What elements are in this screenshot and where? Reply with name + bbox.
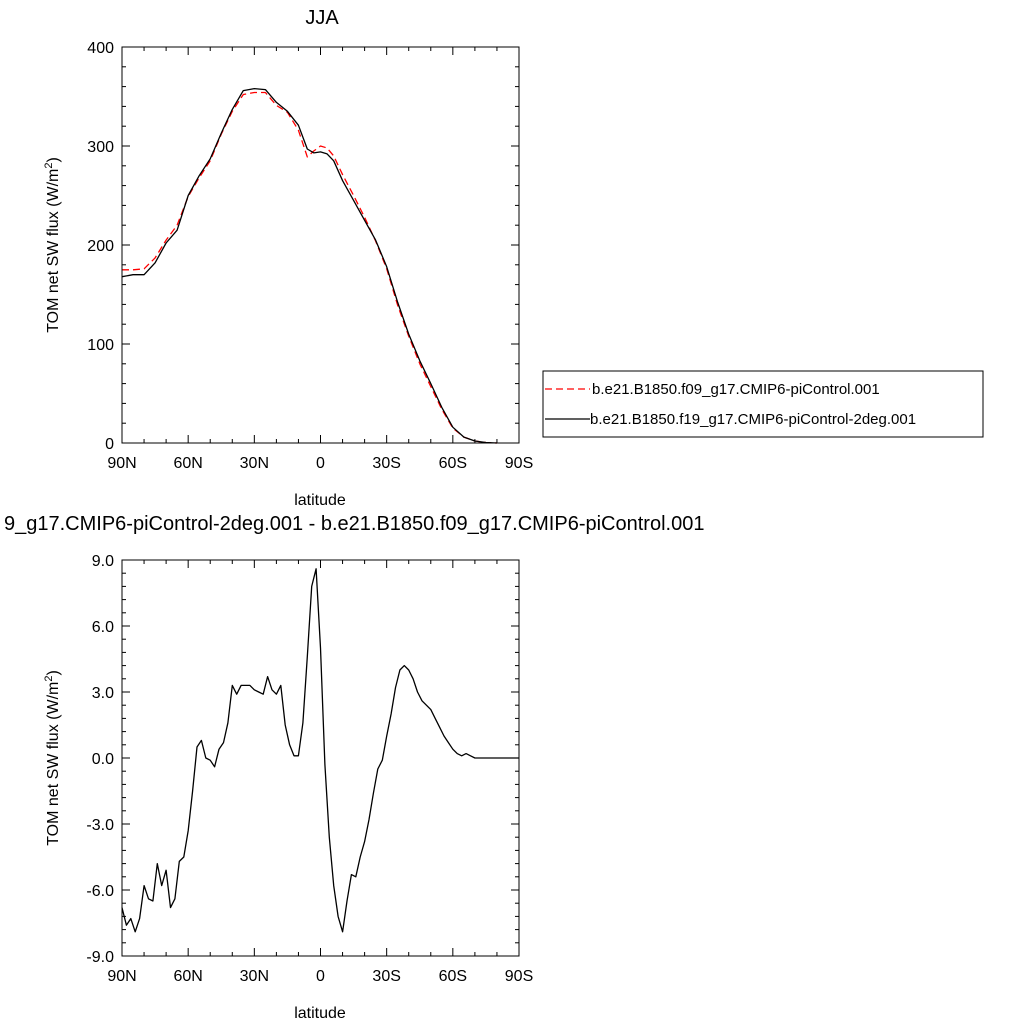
top-plot-ytick-label: 200 xyxy=(87,238,114,255)
top-plot-xtick-label: 60S xyxy=(439,455,467,472)
top-plot-xtick-label: 30S xyxy=(372,455,400,472)
top-plot-ylabel-superscript: 2 xyxy=(43,163,55,169)
top-plot-title: JJA xyxy=(305,7,339,29)
top-plot-ylabel-close: ) xyxy=(45,157,62,162)
bottom-plot-ytick-label: 6.0 xyxy=(92,619,114,636)
top-plot-xtick-label: 30N xyxy=(240,455,269,472)
bottom-plot-xtick-label: 30N xyxy=(240,968,269,985)
bottom-plot-frame xyxy=(121,559,520,957)
top-plot: JJA 0 100 200 300 400 90N 60N 30N 0 30S 60S 90S lat… xyxy=(43,7,533,509)
bottom-plot-xlabel: latitude xyxy=(294,1005,346,1022)
bottom-plot-ytick-label: 9.0 xyxy=(92,553,114,570)
bottom-plot-xtick-label: 0 xyxy=(316,968,325,985)
bottom-plot-ylabel-close: ) xyxy=(45,670,62,675)
top-plot-xtick-label: 60N xyxy=(173,455,202,472)
bottom-plot-ytick-label: -9.0 xyxy=(86,949,114,966)
top-plot-frame xyxy=(121,46,520,444)
top-plot-series-layer xyxy=(121,87,497,444)
top-plot-ytick-label: 100 xyxy=(87,337,114,354)
top-plot-ytick-label: 400 xyxy=(87,40,114,57)
bottom-plot-title: 9_g17.CMIP6-piControl-2deg.001 - b.e21.B… xyxy=(4,513,704,535)
legend-label-series-1: b.e21.B1850.f09_g17.CMIP6-piControl.001 xyxy=(592,381,880,398)
bottom-plot-xtick-label: 60N xyxy=(173,968,202,985)
bottom-plot-ylabel-superscript: 2 xyxy=(43,676,55,682)
bottom-plot-xtick-label: 90N xyxy=(107,968,136,985)
top-plot-xtick-label: 90N xyxy=(107,455,136,472)
top-plot-ytick-label: 0 xyxy=(105,436,114,453)
top-plot-ticks: 0 100 200 300 400 90N 60N 30N 0 30S 60S 90S xyxy=(87,40,533,472)
bottom-plot-ytick-label: 0.0 xyxy=(92,751,114,768)
bottom-plot-ytick-label: -3.0 xyxy=(86,817,114,834)
bottom-plot-series-layer xyxy=(121,568,519,933)
legend: b.e21.B1850.f09_g17.CMIP6-piControl.001 … xyxy=(542,370,984,438)
bottom-plot-series-line-1 xyxy=(121,568,519,933)
top-plot-series-line-1 xyxy=(122,91,497,444)
top-plot-ytick-label: 300 xyxy=(87,139,114,156)
bottom-plot-ytick-label: -6.0 xyxy=(86,883,114,900)
bottom-plot-xtick-label: 30S xyxy=(372,968,400,985)
top-plot-xtick-label: 0 xyxy=(316,455,325,472)
bottom-plot-ylabel: TOM net SW flux (W/m2) xyxy=(43,670,62,846)
legend-box xyxy=(542,370,984,438)
top-plot-xlabel: latitude xyxy=(294,492,346,509)
bottom-plot-xtick-label: 90S xyxy=(505,968,533,985)
bottom-plot: 9_g17.CMIP6-piControl-2deg.001 - b.e21.B… xyxy=(4,513,704,1022)
bottom-plot-xtick-label: 60S xyxy=(439,968,467,985)
bottom-plot-ytick-label: 3.0 xyxy=(92,685,114,702)
bottom-plot-ticks: -9.0 -6.0 -3.0 0.0 3.0 6.0 9.0 90N 60N 30N 0 30S 60S… xyxy=(86,553,533,985)
legend-label-series-2: b.e21.B1850.f19_g17.CMIP6-piControl-2deg… xyxy=(590,411,916,428)
top-plot-series-line-2 xyxy=(121,87,497,444)
top-plot-ylabel: TOM net SW flux (W/m2) xyxy=(43,157,62,333)
top-plot-xtick-label: 90S xyxy=(505,455,533,472)
